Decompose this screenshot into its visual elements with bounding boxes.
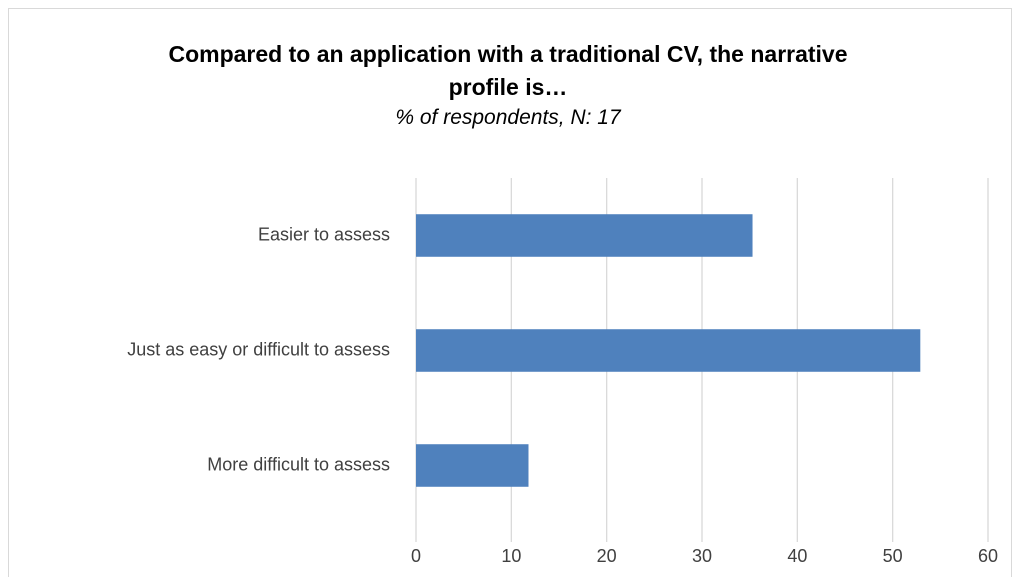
x-tick-label: 10 bbox=[501, 546, 521, 566]
y-tick-label: Easier to assess bbox=[258, 224, 390, 244]
x-tick-label: 0 bbox=[411, 546, 421, 566]
chart-subtitle: % of respondents, N: 17 bbox=[395, 106, 621, 129]
chart-frame bbox=[8, 8, 1012, 577]
x-tick-label: 30 bbox=[692, 546, 712, 566]
x-tick-label: 40 bbox=[787, 546, 807, 566]
y-tick-label: More difficult to assess bbox=[207, 454, 390, 474]
chart-title: Compared to an application with a tradit… bbox=[168, 41, 848, 100]
bar bbox=[416, 214, 753, 257]
bar bbox=[416, 329, 921, 372]
y-tick-label: Just as easy or difficult to assess bbox=[127, 339, 390, 359]
x-tick-label: 20 bbox=[597, 546, 617, 566]
x-tick-label: 50 bbox=[883, 546, 903, 566]
bar bbox=[416, 444, 529, 487]
x-tick-label: 60 bbox=[978, 546, 998, 566]
